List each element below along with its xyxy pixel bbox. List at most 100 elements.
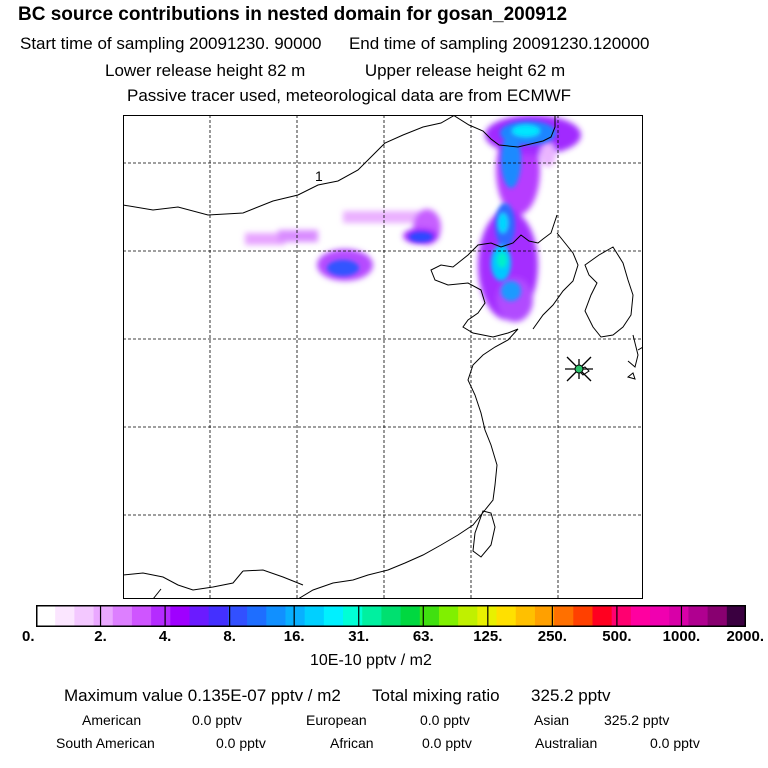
maximum-value: Maximum value 0.135E-07 pptv / m2 [64, 686, 341, 705]
plume-patch [540, 143, 556, 167]
colorbar-swatch [55, 605, 75, 627]
tracer-note: Passive tracer used, meteorological data… [127, 86, 572, 105]
colorbar-swatch [534, 605, 555, 627]
plume-core [409, 232, 433, 242]
region-value: 0.0 pptv [420, 712, 470, 728]
colorbar-swatch [592, 605, 613, 627]
colorbar-swatch [285, 605, 306, 627]
colorbar-swatch [400, 605, 421, 627]
receptor-star-icon [565, 356, 593, 382]
colorbar-tick-label: 500. [602, 628, 632, 645]
region-name: Asian [534, 712, 570, 728]
upper-release-height: Upper release height 62 m [364, 61, 566, 80]
region-value: 0.0 pptv [216, 735, 266, 751]
coastline [297, 214, 558, 599]
colorbar-swatch [515, 605, 536, 627]
colorbar [36, 605, 746, 627]
region-value: 0.0 pptv [192, 712, 242, 728]
colorbar-tick-label: 2. [94, 628, 107, 645]
boundary-line [452, 115, 556, 148]
total-mixing-label: Total mixing ratio [372, 686, 500, 705]
colorbar-swatch [170, 605, 191, 627]
colorbar-swatch [611, 605, 632, 627]
colorbar-swatch [189, 605, 210, 627]
korea-coast [584, 246, 634, 338]
colorbar-frame [36, 605, 746, 627]
colorbar-swatch [304, 605, 325, 627]
colorbar-swatch [362, 605, 383, 627]
colorbar-swatch [208, 605, 229, 627]
map-panel: 1 [123, 115, 643, 599]
colorbar-swatch [93, 605, 114, 627]
plume-core [501, 281, 521, 301]
colorbar-swatch [381, 605, 402, 627]
colorbar-swatch [112, 605, 133, 627]
plume-core [327, 260, 359, 276]
plume-peak [498, 213, 508, 233]
colorbar-tick-label: 31. [348, 628, 370, 645]
colorbar-swatch [630, 605, 651, 627]
colorbar-swatch [343, 605, 363, 627]
colorbar-tick-label: 250. [537, 628, 567, 645]
max-total-line: Maximum value 0.135E-07 pptv / m2 Total … [64, 686, 610, 706]
region-value: 0.0 pptv [650, 735, 700, 751]
region-name: American [82, 712, 142, 728]
release-heights: Lower release height 82 m Upper release … [105, 61, 565, 81]
region-name: South American [56, 735, 155, 751]
coastlines [123, 115, 643, 599]
plume-peak [512, 125, 540, 137]
colorbar-swatch [707, 605, 728, 627]
total-mixing-value: 325.2 pptv [531, 686, 611, 705]
island [626, 372, 636, 380]
colorbar-swatch [438, 605, 459, 627]
coastline [532, 232, 579, 330]
plume-field [245, 115, 581, 322]
plot-title: BC source contributions in nested domain… [18, 4, 568, 25]
colorbar-tick-label: 1000. [662, 628, 701, 645]
colorbar-swatch [74, 605, 95, 627]
end-time: End time of sampling 20091230.120000 [348, 34, 650, 53]
plume-peak [497, 252, 507, 268]
colorbar-tick-label: 8. [223, 628, 236, 645]
colorbar-swatch [419, 605, 440, 627]
region-value: 325.2 pptv [604, 712, 670, 728]
region-name: Australian [535, 735, 598, 751]
region-name: European [306, 712, 367, 728]
start-time: Start time of sampling 20091230. 90000 [20, 34, 322, 53]
colorbar-swatch [323, 605, 344, 627]
contour-label: 1 [315, 168, 323, 184]
colorbar-swatch [131, 605, 152, 627]
colorbar-swatch [36, 605, 56, 627]
colorbar-tick-label: 0. [22, 628, 35, 645]
boundary-line [152, 588, 162, 599]
plume-patch [278, 230, 318, 242]
lower-release-height: Lower release height 82 m [105, 61, 306, 80]
colorbar-swatch [726, 605, 746, 627]
colorbar-swatch [458, 605, 478, 627]
latlon-grid [123, 115, 643, 599]
colorbar-tick-label: 4. [158, 628, 172, 645]
colorbar-swatch [266, 605, 287, 627]
colorbar-swatch [573, 605, 594, 627]
boundary-line [123, 570, 244, 591]
map-frame [123, 115, 643, 599]
colorbar-tick-label: 125. [473, 628, 503, 645]
colorbar-swatch [669, 605, 690, 627]
sampling-times: Start time of sampling 20091230. 90000 E… [20, 34, 650, 54]
colorbar-swatch [151, 605, 171, 627]
taiwan-coast [472, 510, 496, 558]
colorbar-tick-label: 63. [412, 628, 434, 645]
region-name: African [330, 735, 374, 751]
boundary-line [123, 115, 456, 216]
colorbar-swatch [554, 605, 574, 627]
colorbar-swatch [227, 605, 248, 627]
colorbar-unit: 10E-10 pptv / m2 [310, 652, 432, 669]
colorbar-swatch [496, 605, 517, 627]
region-value: 0.0 pptv [422, 735, 472, 751]
colorbar-tick-label: 16. [283, 628, 305, 645]
colorbar-tick-label: 2000. [726, 628, 764, 645]
boundary-line [242, 569, 304, 586]
japan-coast [627, 334, 639, 368]
plume-patch [245, 233, 285, 245]
colorbar-swatch [688, 605, 709, 627]
